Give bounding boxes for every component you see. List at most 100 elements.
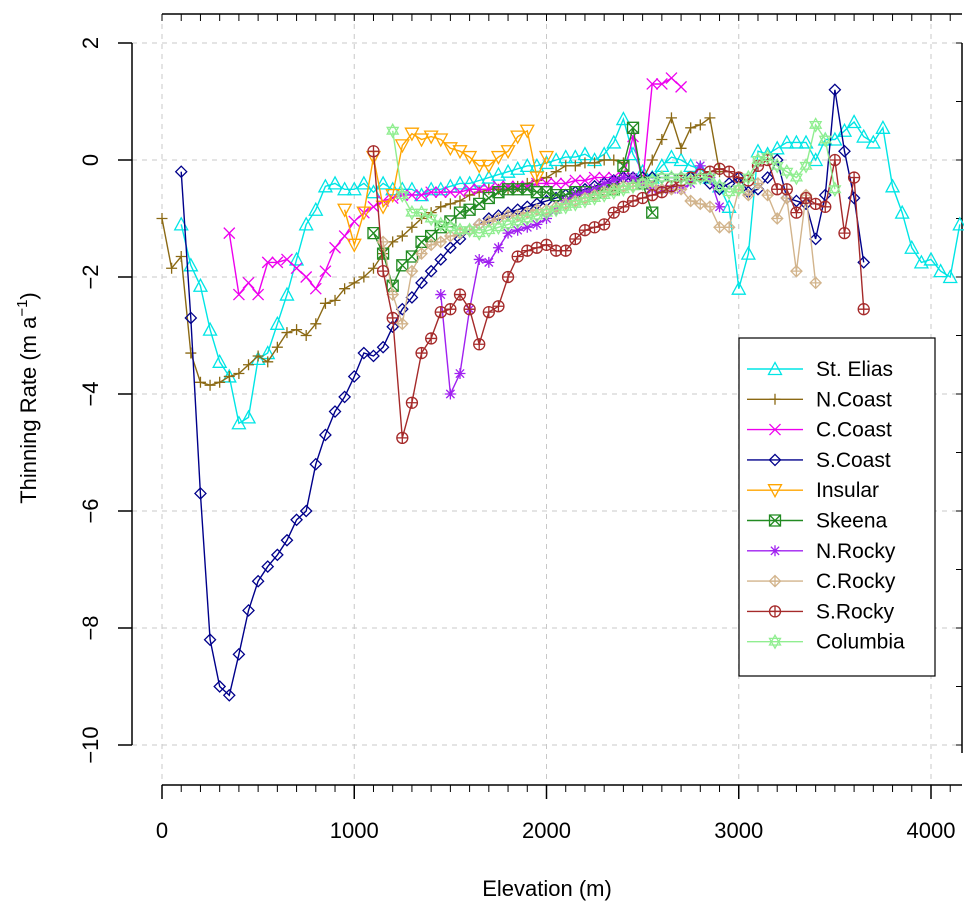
data-point <box>309 457 323 471</box>
data-point <box>550 166 562 178</box>
data-point <box>444 303 457 316</box>
data-point <box>548 152 564 167</box>
data-point <box>663 149 680 164</box>
data-point <box>425 186 438 199</box>
data-point <box>290 262 303 275</box>
legend-marker <box>769 545 781 557</box>
data-point <box>655 77 668 90</box>
data-point <box>722 220 736 234</box>
data-point <box>204 379 216 391</box>
data-point <box>529 157 545 173</box>
data-point <box>549 201 563 218</box>
data-point <box>367 262 379 274</box>
data-point <box>578 174 591 187</box>
data-point <box>223 370 235 382</box>
data-point <box>318 428 332 442</box>
data-point <box>270 548 284 562</box>
data-point <box>434 253 448 266</box>
legend-label: Skeena <box>816 510 888 533</box>
data-point <box>415 276 428 290</box>
data-point <box>779 134 795 149</box>
data-point <box>627 172 639 184</box>
data-point <box>665 180 678 193</box>
data-point <box>538 150 555 165</box>
data-point <box>665 112 677 124</box>
data-point <box>386 320 400 334</box>
data-point <box>376 340 390 354</box>
data-point <box>413 133 430 148</box>
data-point <box>579 157 591 169</box>
legend-marker <box>767 484 783 499</box>
y-tick-label: 0 <box>78 154 103 166</box>
y-tick-label: −10 <box>78 726 103 763</box>
legend-item: N.Rocky <box>747 540 896 563</box>
data-point <box>261 256 274 269</box>
data-point <box>703 200 717 214</box>
legend-item: C.Rocky <box>747 570 896 593</box>
legend-label: C.Coast <box>816 419 892 442</box>
data-point <box>375 200 391 215</box>
data-point <box>405 204 419 221</box>
data-point <box>240 409 257 424</box>
data-point <box>482 306 495 319</box>
data-point <box>213 680 227 693</box>
data-point <box>415 247 428 261</box>
data-point <box>471 172 487 187</box>
data-point <box>846 114 862 129</box>
data-point <box>405 250 419 263</box>
data-point <box>673 152 689 167</box>
data-point <box>214 376 226 388</box>
data-point <box>646 154 658 166</box>
data-point <box>665 72 678 85</box>
legend-item: St. Elias <box>747 358 893 381</box>
data-point <box>424 332 438 345</box>
data-point <box>751 152 765 168</box>
data-point <box>329 294 341 306</box>
data-point <box>386 288 400 301</box>
data-point <box>252 350 264 362</box>
data-point <box>166 262 178 274</box>
legend-label: N.Coast <box>816 388 892 411</box>
data-point <box>598 177 610 189</box>
legend-box <box>738 337 936 677</box>
data-point <box>472 217 486 231</box>
data-point <box>587 190 602 206</box>
data-point <box>471 159 487 174</box>
x-tick-label: 4000 <box>907 818 956 843</box>
axes: 0 1000 2000 3000 4000 −10 −8 −6 −4 −2 0 2 <box>78 13 963 843</box>
data-point <box>615 111 631 126</box>
data-point <box>212 353 228 368</box>
data-point <box>491 219 506 236</box>
data-point <box>348 215 361 228</box>
data-point <box>482 222 496 239</box>
data-point <box>473 338 486 351</box>
legend-item: S.Coast <box>747 449 891 472</box>
data-point <box>280 533 294 547</box>
data-point <box>375 175 391 190</box>
data-point <box>376 265 390 278</box>
data-point <box>721 198 737 213</box>
data-point <box>424 210 438 227</box>
data-point <box>262 356 274 368</box>
data-point <box>481 159 497 174</box>
y-tick-label: −2 <box>78 264 103 289</box>
data-point <box>396 230 408 242</box>
data-point <box>530 207 544 224</box>
data-point <box>386 122 400 139</box>
data-point <box>462 150 478 165</box>
data-point <box>347 370 361 383</box>
data-point <box>521 221 533 233</box>
data-point <box>443 219 457 236</box>
data-point <box>299 504 313 518</box>
data-point <box>656 134 668 146</box>
legend-marker <box>768 574 782 588</box>
data-point <box>367 145 380 158</box>
data-point <box>346 238 362 253</box>
data-point <box>415 189 428 202</box>
data-point <box>435 289 447 301</box>
data-point <box>847 171 861 184</box>
data-point <box>664 169 679 186</box>
data-point <box>568 196 582 212</box>
data-point <box>327 175 343 190</box>
